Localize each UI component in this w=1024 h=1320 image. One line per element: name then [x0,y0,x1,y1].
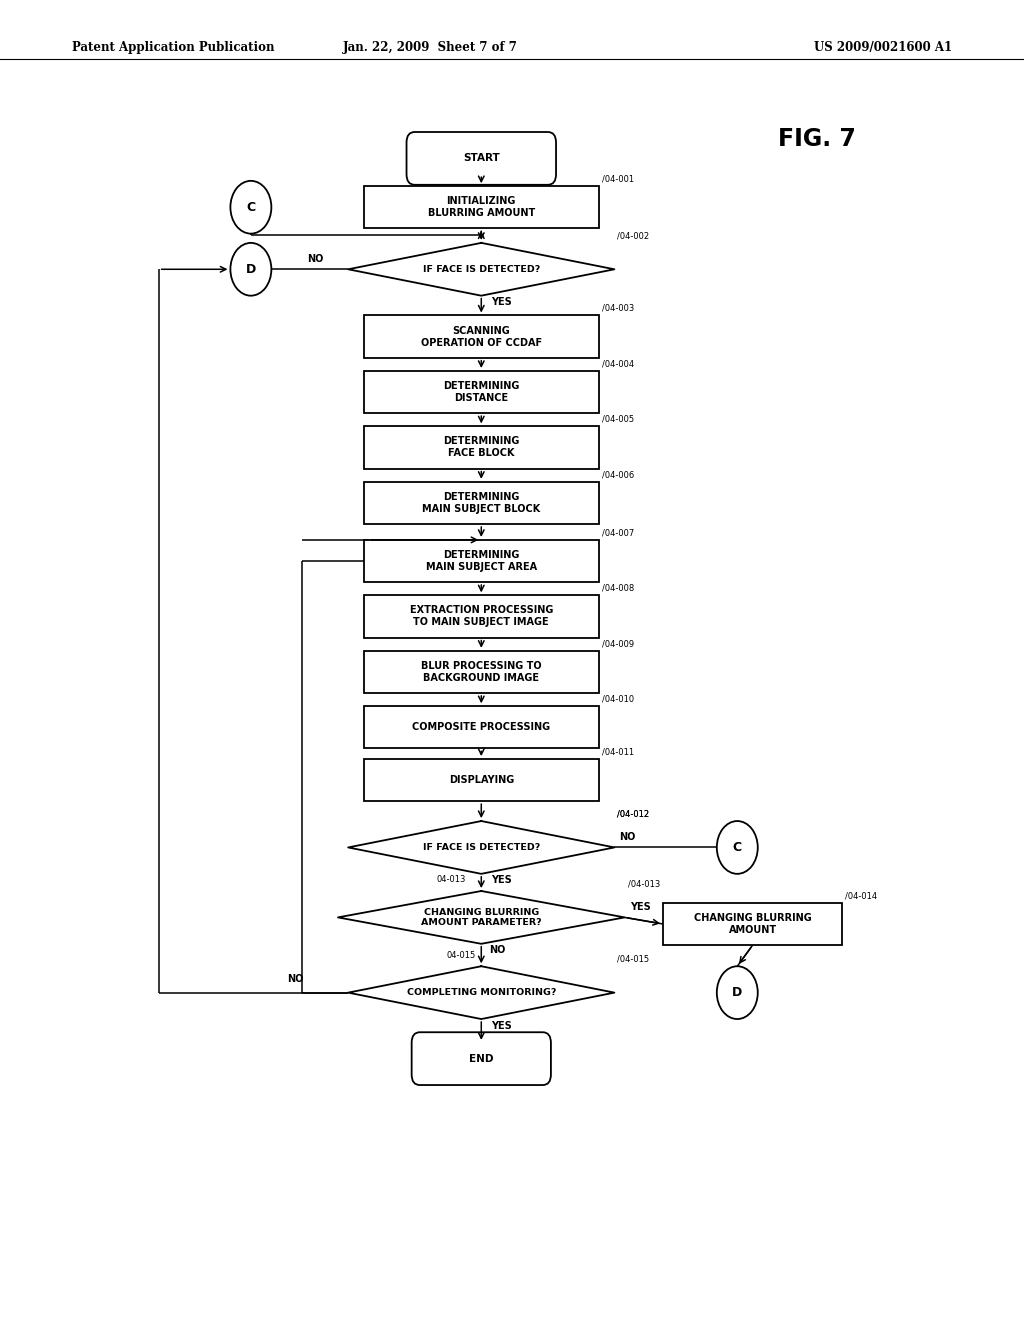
Text: /04-002: /04-002 [617,231,649,240]
Bar [364,315,599,358]
Text: IF FACE IS DETECTED?: IF FACE IS DETECTED? [423,265,540,273]
Text: US 2009/0021600 A1: US 2009/0021600 A1 [814,41,952,54]
Text: CHANGING BLURRING
AMOUNT: CHANGING BLURRING AMOUNT [694,913,811,935]
Text: /04-009: /04-009 [602,639,634,648]
Text: FIG. 7: FIG. 7 [778,127,856,150]
Text: END: END [469,1053,494,1064]
Text: YES: YES [492,297,512,308]
Polygon shape [338,891,625,944]
Text: BLUR PROCESSING TO
BACKGROUND IMAGE: BLUR PROCESSING TO BACKGROUND IMAGE [421,661,542,682]
Text: NO: NO [489,945,506,956]
Bar [364,595,599,638]
Text: SCANNING
OPERATION OF CCDAF: SCANNING OPERATION OF CCDAF [421,326,542,347]
Text: C: C [733,841,741,854]
Text: START: START [463,153,500,164]
Text: NO: NO [287,974,303,985]
Text: D: D [732,986,742,999]
Text: YES: YES [492,875,512,886]
Bar [364,426,599,469]
Circle shape [230,243,271,296]
Text: DETERMINING
MAIN SUBJECT BLOCK: DETERMINING MAIN SUBJECT BLOCK [422,492,541,513]
Text: COMPLETING MONITORING?: COMPLETING MONITORING? [407,989,556,997]
Text: /04-005: /04-005 [602,414,634,424]
Text: Jan. 22, 2009  Sheet 7 of 7: Jan. 22, 2009 Sheet 7 of 7 [343,41,517,54]
Text: /04-008: /04-008 [602,583,634,593]
Bar [364,186,599,228]
Bar [364,371,599,413]
Text: YES: YES [630,902,650,912]
Text: 04-015: 04-015 [446,950,476,960]
Text: /04-006: /04-006 [602,470,634,479]
Bar [364,706,599,748]
Text: /04-011: /04-011 [602,747,634,756]
Text: /04-010: /04-010 [602,694,634,704]
Text: /04-013: /04-013 [628,879,659,888]
Circle shape [717,821,758,874]
Text: /04-007: /04-007 [602,528,634,537]
Text: NO: NO [307,253,324,264]
Text: /04-015: /04-015 [617,954,649,964]
Bar [364,482,599,524]
Text: YES: YES [492,1020,512,1031]
Circle shape [230,181,271,234]
Text: COMPOSITE PROCESSING: COMPOSITE PROCESSING [413,722,550,733]
Text: NO: NO [620,832,636,842]
FancyBboxPatch shape [412,1032,551,1085]
Polygon shape [348,821,614,874]
Text: /04-004: /04-004 [602,359,634,368]
Text: /04-014: /04-014 [846,891,878,900]
Text: DETERMINING
FACE BLOCK: DETERMINING FACE BLOCK [443,437,519,458]
Circle shape [717,966,758,1019]
Bar [364,651,599,693]
Text: CHANGING BLURRING
AMOUNT PARAMETER?: CHANGING BLURRING AMOUNT PARAMETER? [421,908,542,927]
Text: 04-013: 04-013 [436,875,466,884]
Text: D: D [246,263,256,276]
Text: IF FACE IS DETECTED?: IF FACE IS DETECTED? [423,843,540,851]
Text: Patent Application Publication: Patent Application Publication [72,41,274,54]
Text: /04-001: /04-001 [602,174,634,183]
Text: DETERMINING
DISTANCE: DETERMINING DISTANCE [443,381,519,403]
Text: DETERMINING
MAIN SUBJECT AREA: DETERMINING MAIN SUBJECT AREA [426,550,537,572]
Text: INITIALIZING
BLURRING AMOUNT: INITIALIZING BLURRING AMOUNT [428,197,535,218]
Text: /04-003: /04-003 [602,304,634,313]
Bar [364,759,599,801]
Text: DISPLAYING: DISPLAYING [449,775,514,785]
Text: C: C [247,201,255,214]
Bar [664,903,842,945]
FancyBboxPatch shape [407,132,556,185]
Text: /04-012: /04-012 [617,809,649,818]
Bar [364,540,599,582]
Polygon shape [348,966,614,1019]
Text: /04-012: /04-012 [617,809,649,818]
Polygon shape [348,243,614,296]
Text: EXTRACTION PROCESSING
TO MAIN SUBJECT IMAGE: EXTRACTION PROCESSING TO MAIN SUBJECT IM… [410,606,553,627]
